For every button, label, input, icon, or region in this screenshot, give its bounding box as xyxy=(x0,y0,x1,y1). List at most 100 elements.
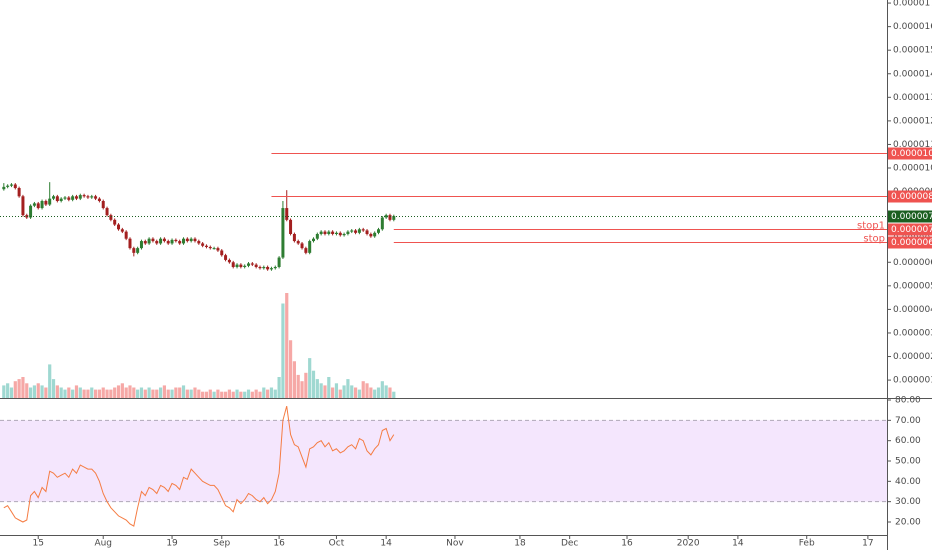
volume-bar xyxy=(376,387,381,398)
level-tag-label: 0.00000743 xyxy=(891,225,932,235)
candle-body xyxy=(365,230,369,234)
volume-bar xyxy=(277,377,281,398)
volume-bar xyxy=(208,389,212,398)
level-tag xyxy=(888,190,932,203)
volume-bar xyxy=(216,389,220,398)
x-tick-label: 16 xyxy=(273,539,285,549)
candle-body xyxy=(17,188,21,197)
candle-body xyxy=(266,266,270,270)
y-tick-label: 0.00001400 xyxy=(893,69,932,79)
volume-bar xyxy=(331,387,335,398)
volume-bar xyxy=(212,391,216,398)
candle-body xyxy=(361,229,365,231)
volume-bar xyxy=(189,389,193,398)
candle-body xyxy=(338,232,342,236)
volume-bar xyxy=(350,385,354,398)
candle-body xyxy=(250,263,254,265)
volume-bar xyxy=(334,383,339,398)
volume-bar xyxy=(292,361,296,398)
candle-body xyxy=(166,241,170,244)
candle-body xyxy=(90,196,94,198)
candle-body xyxy=(377,229,381,233)
candle-body xyxy=(388,215,392,220)
candle-body xyxy=(94,196,98,199)
candle-body xyxy=(136,248,140,253)
volume-bar xyxy=(13,381,17,398)
volume-bar xyxy=(136,389,140,398)
volume-bar xyxy=(311,370,316,398)
candle-body xyxy=(304,248,308,253)
rsi-tick-label: 70.00 xyxy=(895,416,921,426)
volume-bar xyxy=(71,389,75,398)
candle-body xyxy=(254,264,258,267)
candle-body xyxy=(392,216,396,220)
volume-bar xyxy=(369,387,373,398)
candle-body xyxy=(369,233,373,237)
level-tag xyxy=(888,223,932,236)
x-tick-label: Nov xyxy=(446,539,464,549)
candle-body xyxy=(132,248,136,253)
volume-bar xyxy=(21,377,25,398)
level-tag-label: 0.00000796 xyxy=(891,212,932,222)
x-tick-label: 18 xyxy=(514,539,526,549)
candle-body xyxy=(6,185,10,187)
volume-bar xyxy=(392,391,396,398)
x-tick-label: Sep xyxy=(213,539,230,549)
candle-body xyxy=(159,238,163,244)
volume-bar xyxy=(185,389,189,398)
volume-bar xyxy=(346,379,350,398)
candle-body xyxy=(300,243,304,249)
y-tick-label: 0.00001600 xyxy=(893,22,932,32)
volume-bar xyxy=(266,389,270,398)
candle-body xyxy=(208,246,212,249)
candle-body xyxy=(147,238,151,244)
y-tick-label: 0.00000100 xyxy=(893,376,932,386)
candle-body xyxy=(197,241,201,244)
volume-bar xyxy=(223,391,228,398)
volume-bar xyxy=(44,387,48,398)
rsi-band xyxy=(0,420,887,502)
rsi-tick-label: 30.00 xyxy=(895,497,921,507)
volume-bar xyxy=(250,391,254,398)
volume-bar xyxy=(243,391,247,398)
x-tick-label: 2020 xyxy=(677,539,700,549)
candle-body xyxy=(67,197,71,200)
x-tick-label: 17 xyxy=(862,539,873,549)
volume-bar xyxy=(9,387,14,398)
y-tick-label: 0.00001100 xyxy=(893,140,932,150)
y-tick-label: 0.00000300 xyxy=(893,328,932,338)
y-tick-label: 0.00000400 xyxy=(893,305,932,315)
candle-body xyxy=(44,201,48,205)
volume-bar xyxy=(296,374,300,398)
candle-body xyxy=(97,198,101,202)
candle-body xyxy=(63,197,67,199)
x-tick-label: Aug xyxy=(94,539,112,549)
volume-bar xyxy=(116,385,121,398)
volume-bar xyxy=(269,387,274,398)
candle-body xyxy=(331,231,335,234)
candle-body xyxy=(273,266,277,269)
volume-bar xyxy=(51,379,56,398)
candle-body xyxy=(285,208,289,220)
volume-bar xyxy=(327,377,331,398)
candle-body xyxy=(9,184,13,186)
rsi-tick-label: 80.00 xyxy=(895,396,921,406)
x-tick-label: 15 xyxy=(33,539,44,549)
x-tick-label: 14 xyxy=(380,539,392,549)
rsi-tick-label: 20.00 xyxy=(895,517,921,527)
volume-bar xyxy=(239,391,243,398)
volume-bar xyxy=(132,387,136,398)
volume-bar xyxy=(181,385,186,398)
volume-bar xyxy=(170,389,174,398)
candle-body xyxy=(174,239,178,242)
candle-body xyxy=(327,231,331,234)
volume-bar xyxy=(158,387,163,398)
volume-bar xyxy=(55,385,59,398)
volume-bar xyxy=(361,381,365,398)
candle-body xyxy=(269,268,273,270)
candle-body xyxy=(193,238,197,242)
candle-body xyxy=(162,238,166,242)
candle-body xyxy=(143,241,147,244)
candle-body xyxy=(13,184,17,189)
